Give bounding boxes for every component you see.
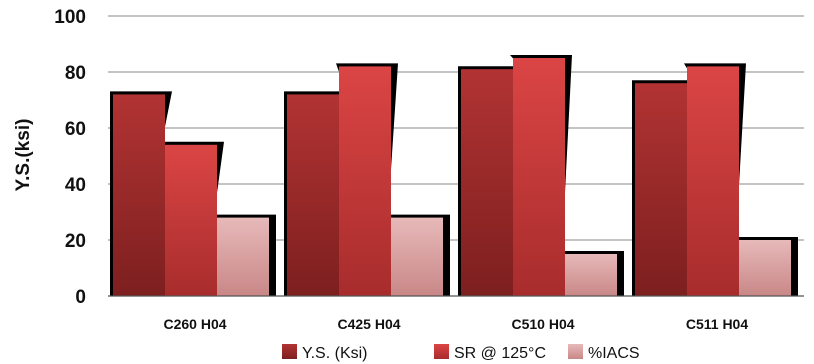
y-tick-label: 100 [54, 7, 86, 28]
bar [739, 240, 791, 296]
bar [287, 94, 339, 297]
bar [635, 83, 687, 296]
legend-label: SR @ 125°C [454, 345, 546, 362]
x-category-label: C510 H04 [511, 316, 574, 332]
legend-swatch [568, 344, 583, 359]
y-tick-label: 40 [65, 175, 86, 196]
bar [461, 69, 513, 296]
y-tick-label: 20 [65, 231, 86, 252]
y-axis-label: Y.S.(ksi) [13, 119, 34, 192]
legend-label: %IACS [588, 345, 640, 362]
x-category-label: C425 H04 [337, 316, 400, 332]
legend-swatch [434, 344, 449, 359]
bar [339, 66, 391, 297]
bar [165, 144, 217, 296]
bars [110, 55, 798, 297]
y-axis-ticks: 0 20 40 60 80 100 [54, 7, 86, 308]
bar [217, 217, 269, 296]
bar [687, 66, 739, 297]
legend: Y.S. (Ksi) SR @ 125°C %IACS [282, 344, 640, 362]
bar [513, 58, 565, 296]
y-tick-label: 60 [65, 119, 86, 140]
bar [565, 254, 617, 296]
y-tick-label: 0 [75, 287, 86, 308]
x-category-label: C260 H04 [163, 316, 226, 332]
legend-swatch [282, 344, 297, 359]
legend-label: Y.S. (Ksi) [302, 345, 368, 362]
bar [113, 94, 165, 297]
x-axis-categories: C260 H04 C425 H04 C510 H04 C511 H04 [163, 316, 748, 332]
y-tick-label: 80 [65, 63, 86, 84]
x-category-label: C511 H04 [686, 316, 748, 332]
bar [391, 217, 443, 296]
